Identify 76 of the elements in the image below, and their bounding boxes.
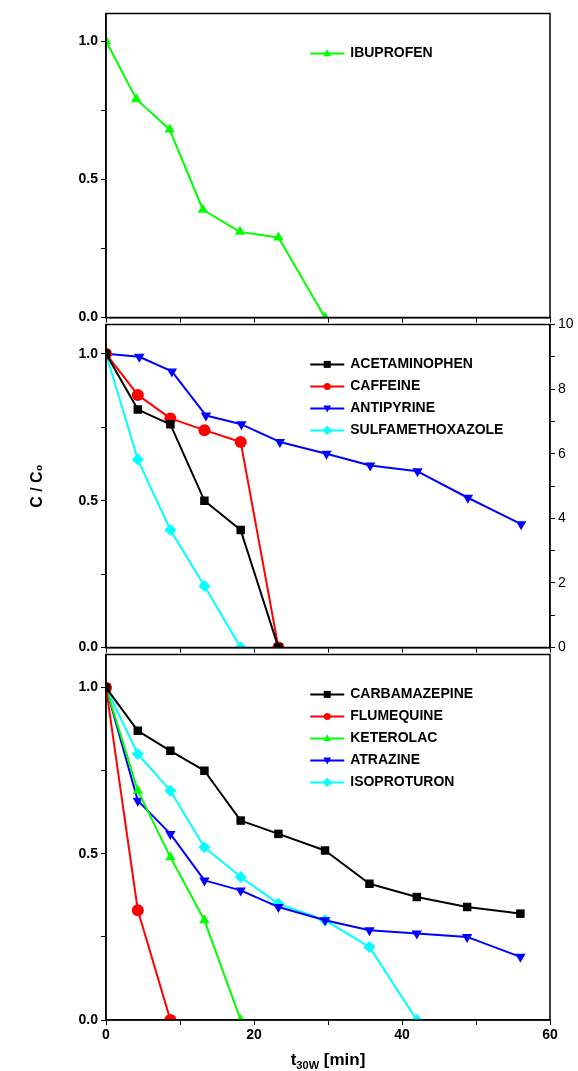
legend-label: ATRAZINE xyxy=(350,751,420,768)
point xyxy=(166,746,175,756)
point xyxy=(515,953,526,963)
y2-tick-label: 4 xyxy=(558,509,566,526)
legend-label: FLUMEQUINE xyxy=(350,707,443,724)
point xyxy=(274,438,286,448)
y-tick-label: 0.5 xyxy=(78,491,99,508)
point xyxy=(164,524,177,537)
point xyxy=(197,203,209,213)
point xyxy=(200,496,209,505)
point xyxy=(199,877,210,887)
point xyxy=(164,123,175,133)
point xyxy=(412,468,423,478)
point xyxy=(200,412,212,422)
point xyxy=(131,748,144,761)
point xyxy=(363,940,376,953)
point xyxy=(365,879,374,888)
point xyxy=(461,933,473,943)
point xyxy=(199,914,210,924)
y-tick-label: 0.0 xyxy=(78,638,99,655)
y2-tick-label: 8 xyxy=(558,379,566,396)
legend-label: CAFFEINE xyxy=(350,377,421,394)
point xyxy=(516,909,525,918)
x-tick-label: 60 xyxy=(542,1026,558,1043)
point xyxy=(235,887,246,897)
point xyxy=(274,829,283,839)
point xyxy=(198,841,211,854)
point xyxy=(234,871,247,884)
point xyxy=(364,927,375,937)
point xyxy=(364,462,376,472)
point xyxy=(198,424,211,437)
x-tick-label: 40 xyxy=(394,1026,410,1043)
point xyxy=(236,525,245,535)
y2-tick-label: 2 xyxy=(558,573,566,590)
point xyxy=(321,450,332,460)
point xyxy=(273,231,284,241)
point xyxy=(200,766,209,775)
y-axis-title: C / C₀ xyxy=(28,464,46,508)
point xyxy=(133,405,143,414)
y2-tick-label: 0 xyxy=(558,638,566,655)
point xyxy=(273,904,284,913)
x-tick-label: 0 xyxy=(102,1026,111,1043)
point xyxy=(164,784,177,797)
y-tick-label: 1.0 xyxy=(78,31,99,48)
point xyxy=(165,830,176,840)
point xyxy=(234,225,246,235)
point xyxy=(236,421,247,431)
legend-label: KETEROLAC xyxy=(350,729,438,746)
point xyxy=(320,846,330,855)
point xyxy=(462,494,474,504)
point xyxy=(131,388,144,401)
y-tick-label: 0.0 xyxy=(78,308,99,325)
point xyxy=(234,435,247,448)
y-tick-label: 0.0 xyxy=(78,1010,99,1027)
y2-tick-label: 10 xyxy=(558,315,574,332)
point xyxy=(165,851,176,861)
point xyxy=(132,784,144,794)
y2-tick-label: 6 xyxy=(558,444,566,461)
legend-label: ISOPROTURON xyxy=(350,773,455,790)
y-tick-label: 1.0 xyxy=(78,678,99,695)
point xyxy=(236,816,245,825)
point xyxy=(134,353,145,363)
point xyxy=(131,453,144,466)
point xyxy=(198,579,211,592)
y-tick-label: 1.0 xyxy=(78,344,99,361)
point xyxy=(166,368,178,378)
x-tick-label: 20 xyxy=(246,1026,262,1043)
legend-label: SULFAMETHOXAZOLE xyxy=(350,421,504,438)
legend-label: CARBAMAZEPINE xyxy=(350,685,474,702)
y-tick-label: 0.5 xyxy=(78,170,99,187)
point xyxy=(131,93,142,103)
point xyxy=(166,420,175,429)
legend-label: ANTIPYRINE xyxy=(350,399,436,416)
legend-label: IBUPROFEN xyxy=(350,44,433,61)
legend-label: ACETAMINOPHEN xyxy=(350,355,473,372)
y-tick-label: 0.5 xyxy=(78,844,99,861)
